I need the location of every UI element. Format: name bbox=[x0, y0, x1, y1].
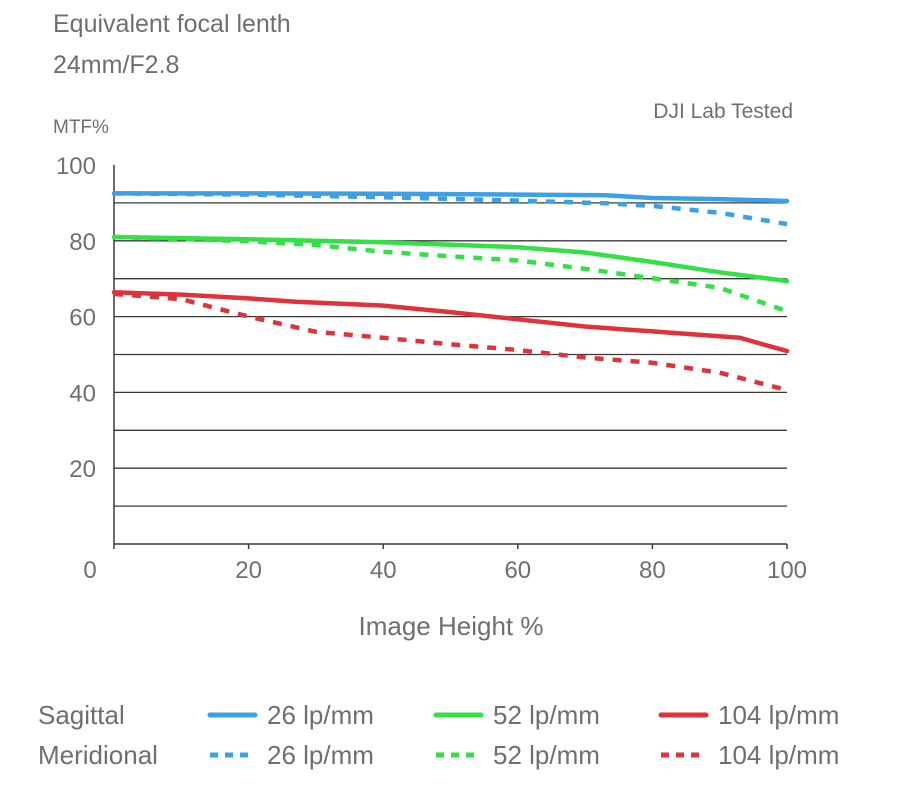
lab-tested-badge: DJI Lab Tested bbox=[653, 100, 793, 123]
series-sagittal-104-line bbox=[111, 290, 790, 354]
y-tick-label-60: 60 bbox=[69, 305, 96, 332]
legend-row-label-sagittal: Sagittal bbox=[38, 700, 125, 730]
x-tick-label-100: 100 bbox=[767, 557, 807, 584]
series-lines bbox=[111, 191, 790, 393]
y-tick-label-40: 40 bbox=[69, 380, 96, 407]
series-meridional-52-line bbox=[113, 234, 788, 314]
x-tick-label-20: 20 bbox=[235, 557, 262, 584]
legend-row-label-meridional: Meridional bbox=[38, 740, 158, 770]
x-tick-label-40: 40 bbox=[370, 557, 397, 584]
legend-label-sagittal-26: 26 lp/mm bbox=[267, 700, 374, 730]
legend: Sagittal 26 lp/mm 52 lp/mm 104 lp/mm Meridio… bbox=[38, 700, 839, 770]
legend-label-meridional-26: 26 lp/mm bbox=[267, 740, 374, 770]
x-tick-label-60: 60 bbox=[504, 557, 531, 584]
grid-lines bbox=[114, 202, 787, 507]
x-tick-label-0: 0 bbox=[83, 557, 96, 584]
y-axis-label: MTF% bbox=[53, 117, 109, 138]
y-tick-label-100: 100 bbox=[56, 153, 96, 180]
legend-label-meridional-104: 104 lp/mm bbox=[718, 740, 839, 770]
chart-title-line2: 24mm/F2.8 bbox=[53, 51, 179, 79]
axes bbox=[113, 165, 788, 549]
x-axis-label: Image Height % bbox=[359, 611, 544, 641]
y-tick-label-80: 80 bbox=[69, 229, 96, 256]
series-meridional-104-line bbox=[113, 291, 788, 393]
tick-labels: 0 20 40 60 80 100 20 40 60 80 100 bbox=[56, 153, 807, 584]
chart-title-line1: Equivalent focal lenth bbox=[53, 10, 291, 38]
series-meridional-26-line bbox=[113, 191, 788, 227]
series-sagittal-26-line bbox=[111, 191, 790, 204]
legend-label-sagittal-104: 104 lp/mm bbox=[718, 700, 839, 730]
legend-label-sagittal-52: 52 lp/mm bbox=[493, 700, 600, 730]
series-sagittal-52-line bbox=[111, 234, 790, 284]
y-tick-label-20: 20 bbox=[69, 456, 96, 483]
legend-label-meridional-52: 52 lp/mm bbox=[493, 740, 600, 770]
x-tick-label-80: 80 bbox=[639, 557, 666, 584]
